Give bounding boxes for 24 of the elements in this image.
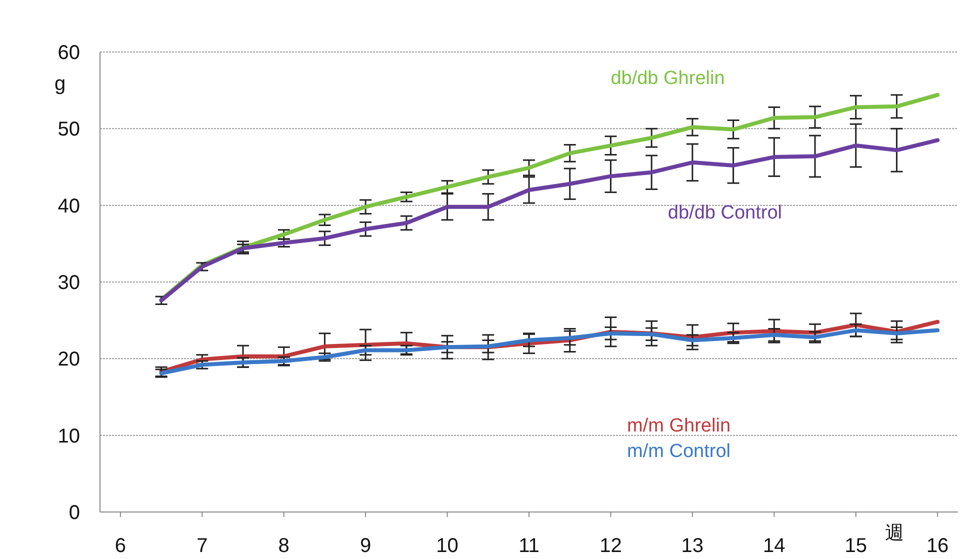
x-tick-label: 16 [926, 535, 949, 557]
x-tick-label: 13 [681, 535, 704, 557]
x-tick-label: 7 [196, 535, 208, 557]
y-tick-label: 50 [58, 118, 80, 141]
y-tick-label: 30 [58, 272, 80, 294]
y-tick-label: 40 [58, 195, 80, 218]
x-tick-label: 10 [436, 535, 458, 557]
x-tick-label: 11 [518, 535, 540, 557]
y-axis-title: g [54, 73, 66, 95]
text: db/db Ghrelin [610, 68, 725, 90]
y-tick-label: 60 [58, 42, 80, 64]
text: m/m Ghrelin [627, 416, 731, 436]
x-tick-label: 15 [844, 535, 867, 557]
x-tick-label: 6 [114, 535, 126, 557]
series-label: db/db Control [668, 202, 782, 224]
text: m/m Control [627, 440, 731, 462]
y-tick-label: 0 [68, 502, 80, 524]
x-tick-label: 8 [278, 535, 290, 557]
x-tick-label: 12 [600, 535, 622, 557]
y-tick-label: 10 [58, 425, 80, 448]
y-tick-label: 20 [58, 348, 80, 371]
x-tick-label: 14 [763, 535, 786, 557]
x-tick-label: 9 [360, 535, 372, 557]
x-axis-title: 週 [885, 523, 904, 544]
